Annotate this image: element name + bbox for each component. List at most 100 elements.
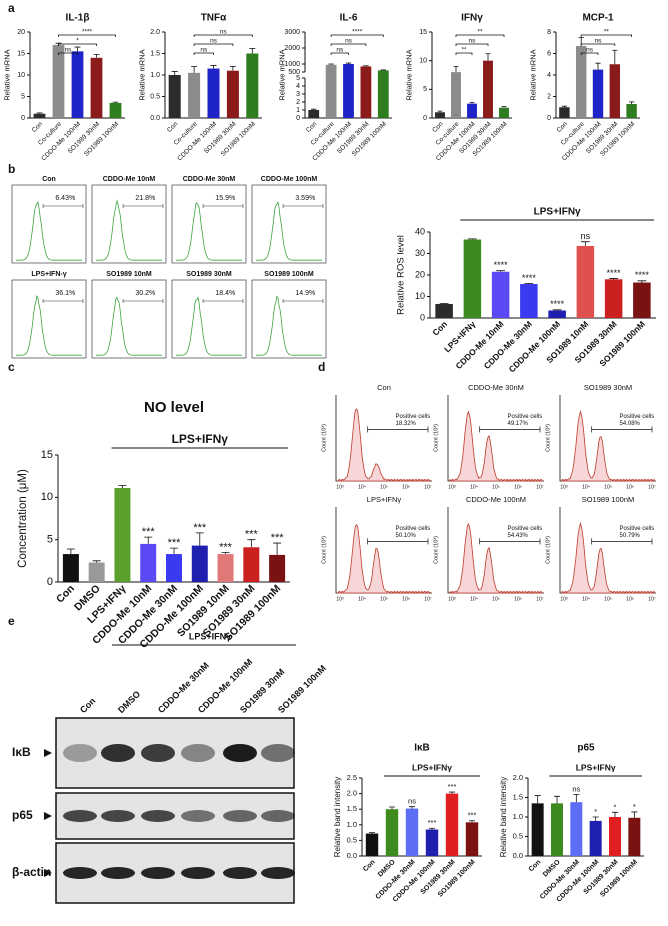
- significance-label: ns: [572, 784, 580, 793]
- flow-title: CDDO-Me 100nM: [466, 495, 526, 504]
- error-bar: [628, 101, 635, 105]
- blot-group-label: LPS+IFNγ: [189, 631, 231, 641]
- y-tick-label: 8: [547, 29, 551, 36]
- flow-xtick: 10⁷: [424, 484, 432, 490]
- y-tick-label: 10: [419, 58, 427, 65]
- x-tick-label: SO1989 100nM: [83, 121, 120, 158]
- blot-band: [63, 744, 97, 762]
- blot-lane-label: SO1989 100nM: [276, 663, 328, 715]
- flow-gate: [591, 426, 653, 433]
- bar: [483, 60, 493, 118]
- error-bar: [496, 270, 506, 272]
- significance-label: ***: [448, 782, 457, 791]
- bar: [520, 284, 538, 318]
- flow-gate: [479, 426, 541, 433]
- significance-label: ****: [635, 270, 650, 280]
- error-bar: [328, 63, 334, 65]
- error-bar: [573, 793, 580, 803]
- y-axis-label: Relative band intensity: [333, 777, 342, 858]
- flow-histogram: [561, 521, 655, 594]
- bar: [570, 802, 583, 856]
- flow-percent: 21.8%: [135, 195, 155, 202]
- flow-xtick: 10⁴: [582, 484, 590, 490]
- flow-gate-label: Positive cells: [508, 526, 543, 532]
- error-bar: [36, 112, 43, 114]
- flow-xtick: 10⁷: [648, 484, 656, 490]
- significance-label: ns: [581, 231, 591, 241]
- flow-xtick: 10⁶: [402, 484, 410, 490]
- x-tick-label: CDDO-Me 100nM: [507, 319, 562, 374]
- comparison-bracket: [330, 43, 367, 46]
- flow-frame: [251, 184, 327, 264]
- bar: [269, 554, 286, 582]
- bar: [360, 66, 372, 118]
- bar: [435, 304, 453, 318]
- bar: [445, 793, 459, 856]
- significance-label: ***: [193, 522, 207, 534]
- flow-gate: [282, 299, 324, 303]
- bar: [465, 822, 479, 856]
- flow-percent: 50.79%: [620, 533, 641, 539]
- error-bar: [439, 302, 449, 305]
- chart-title: MCP-1: [582, 13, 614, 24]
- flow-histogram: [176, 202, 242, 261]
- flow-gate: [367, 426, 429, 433]
- y-tick-label: 0: [423, 115, 427, 122]
- flow-xtick: 10⁶: [514, 484, 522, 490]
- bar: [243, 547, 260, 582]
- chart-title: IκB: [414, 743, 430, 754]
- panel-label: b: [8, 162, 15, 176]
- bar: [499, 107, 509, 118]
- error-bar: [437, 110, 443, 113]
- panel-label: d: [318, 360, 325, 374]
- y-tick-label: 10: [415, 291, 425, 301]
- y-tick-label: 15: [41, 449, 53, 461]
- y-tick-label: 1000: [284, 61, 300, 68]
- flow-histogram: [337, 523, 431, 594]
- error-bar: [637, 280, 647, 283]
- chart-title: TNFα: [201, 13, 227, 24]
- flow-xtick: 10⁵: [604, 484, 612, 490]
- bar: [405, 808, 419, 856]
- blot-band: [223, 810, 257, 822]
- flow-histogram: [256, 201, 322, 261]
- error-bar: [191, 66, 198, 73]
- y-tick-label: 0.0: [347, 851, 357, 860]
- error-bar: [448, 791, 456, 794]
- blot-band: [141, 867, 175, 879]
- flow-xtick: 10⁵: [380, 596, 388, 602]
- comparison-label: ns: [220, 29, 228, 36]
- flow-percent: 18.32%: [396, 421, 417, 427]
- bar: [609, 64, 621, 118]
- y-tick-label: 20: [415, 269, 425, 279]
- error-bar: [388, 806, 396, 810]
- y-tick-label: 0: [547, 115, 551, 122]
- y-axis-label: Concentration (μM): [17, 469, 29, 568]
- error-bar: [428, 827, 436, 830]
- bar: [425, 829, 439, 856]
- bar: [559, 107, 570, 118]
- comparison-label: ns: [200, 47, 208, 54]
- y-tick-label: 1.0: [513, 812, 523, 821]
- blot-band: [181, 867, 215, 879]
- blot-arrow: [44, 869, 52, 877]
- y-tick-label: 10: [41, 491, 53, 503]
- flow-percent: 50.10%: [396, 533, 417, 539]
- comparison-bracket: [193, 43, 234, 46]
- blot-row-label: p65: [12, 808, 33, 822]
- flow-gate-label: Positive cells: [508, 414, 543, 420]
- significance-label: ****: [550, 299, 565, 309]
- flow-gate-label: Positive cells: [620, 526, 655, 532]
- flow-percent: 36.1%: [55, 290, 75, 297]
- flow-gate: [42, 204, 84, 208]
- chart-title: IL-1β: [66, 13, 90, 24]
- error-bar: [93, 53, 100, 58]
- flow-histogram: [337, 408, 431, 482]
- blot-band: [261, 744, 295, 762]
- flow-gate: [42, 299, 84, 303]
- y-tick-label: 0.5: [150, 93, 160, 100]
- y-tick-label: 0: [47, 576, 53, 588]
- significance-label: ***: [219, 541, 233, 553]
- x-tick-label: Con: [31, 120, 45, 134]
- flow-title: SO1989 30nM: [186, 271, 232, 278]
